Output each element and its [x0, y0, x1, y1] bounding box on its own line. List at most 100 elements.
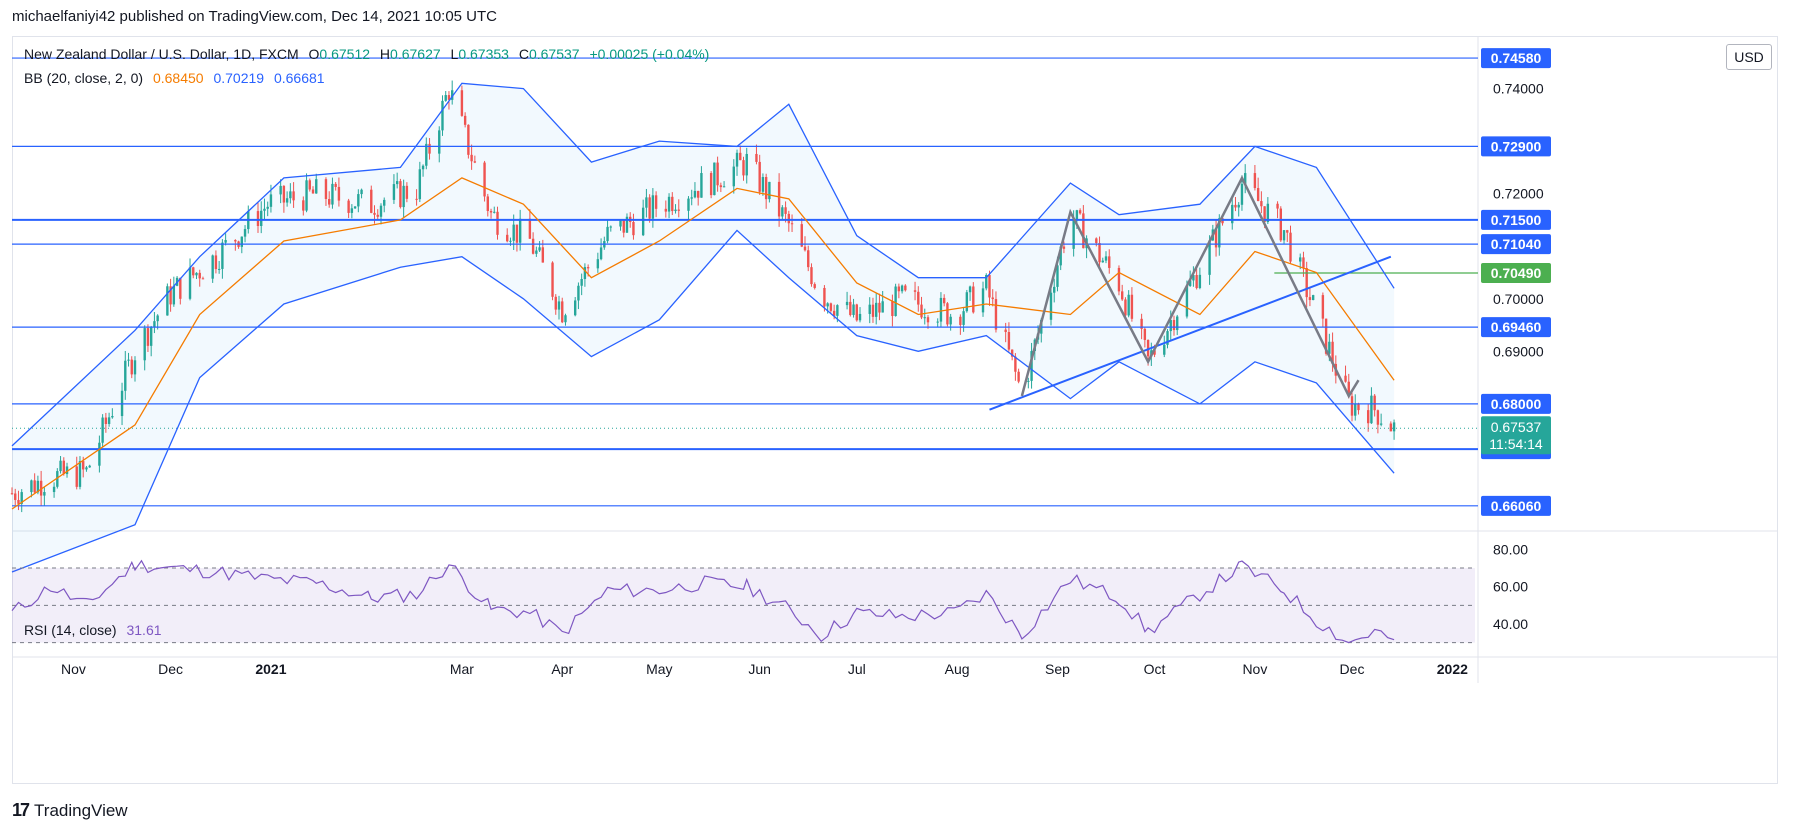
candle-body	[742, 160, 745, 176]
candle-body	[1172, 320, 1176, 331]
candle-body	[418, 169, 422, 200]
candle-body	[379, 205, 383, 217]
level-label-box	[1481, 48, 1551, 69]
time-tick-label: May	[646, 661, 672, 677]
candle-body	[470, 154, 473, 162]
candle-body	[739, 152, 742, 161]
level-label-box	[1481, 393, 1551, 414]
candle-body	[1218, 218, 1221, 248]
candle-body	[1169, 320, 1172, 332]
candle-body	[800, 224, 803, 247]
time-tick-label: 2022	[1437, 661, 1468, 677]
candle-body	[447, 95, 451, 100]
candle-body	[1007, 332, 1011, 350]
rsi-tick-label: 60.00	[1493, 579, 1528, 595]
candle-body	[169, 286, 172, 305]
candle-body	[82, 461, 85, 470]
candle-body	[1392, 422, 1396, 432]
candle-body	[690, 197, 693, 199]
candle-body	[991, 297, 994, 300]
candle-body	[878, 302, 881, 313]
candle-body	[460, 90, 464, 116]
high-label: H0.67627	[379, 46, 441, 62]
candle-body	[1192, 275, 1195, 281]
candle-body	[1075, 210, 1079, 221]
candle-body	[463, 115, 467, 125]
candle-body	[722, 186, 726, 188]
candle-body	[625, 216, 629, 233]
candle-body	[936, 321, 939, 323]
bb-upper-line	[11, 82, 1395, 447]
candle-body	[402, 185, 405, 208]
candle-body	[324, 179, 328, 200]
candle-body	[881, 301, 884, 313]
candle-body	[146, 328, 150, 346]
candle-body	[211, 255, 214, 279]
candle-body	[531, 238, 535, 254]
candle-body	[1208, 240, 1211, 275]
time-axis: Nov Dec 2021 Mar Apr May Jun Jul Aug Sep Oct Nov Dec…	[61, 661, 1468, 677]
candle-body	[39, 480, 43, 496]
candle-body	[1328, 341, 1331, 354]
currency-button[interactable]: USD	[1726, 44, 1772, 70]
candle-body	[758, 161, 761, 192]
candle-body	[1321, 295, 1325, 319]
time-tick-label: Apr	[551, 661, 573, 677]
candle-body	[85, 467, 88, 470]
time-tick-label: Nov	[1242, 661, 1267, 677]
candle-body	[179, 277, 182, 299]
candle-body	[761, 177, 765, 192]
level-label-box	[1481, 317, 1551, 338]
candle-body	[334, 183, 337, 187]
candle-body	[713, 162, 716, 196]
candle-body	[1240, 183, 1244, 205]
candle-body	[350, 208, 354, 213]
candle-body	[399, 181, 402, 208]
candle-body	[337, 186, 341, 201]
candle-body	[289, 191, 292, 199]
time-tick-label: Mar	[450, 661, 474, 677]
candle-body	[1049, 292, 1053, 320]
bb-legend: BB (20, close, 2, 0) 0.68450 0.70219 0.6…	[24, 70, 331, 86]
candle-body	[405, 185, 409, 199]
candle-body	[166, 286, 169, 316]
candle-body	[425, 143, 428, 166]
candle-body	[1299, 257, 1302, 262]
candle-body	[198, 272, 201, 279]
candle-body	[719, 185, 723, 188]
candle-body	[959, 316, 962, 325]
candle-body	[149, 326, 153, 346]
candle-body	[538, 247, 541, 251]
candle-body	[1234, 204, 1237, 208]
level-label-box	[1481, 136, 1551, 157]
chart-frame	[12, 36, 1778, 784]
trendline	[989, 255, 1392, 411]
candle-body	[988, 274, 991, 298]
level-label: 0.72900	[1491, 138, 1542, 154]
candle-body	[764, 177, 768, 200]
candle-body	[1311, 295, 1315, 301]
candle-body	[845, 301, 849, 306]
candle-body	[292, 191, 295, 201]
candle-body	[606, 226, 609, 242]
change-label: +0.00025 (+0.04%)	[589, 46, 710, 62]
candle-body	[946, 303, 949, 325]
candle-body	[1082, 213, 1085, 249]
candle-body	[648, 197, 651, 219]
low-label: L0.67353	[450, 46, 509, 62]
candle-body	[784, 207, 787, 214]
candle-body	[1163, 344, 1166, 355]
candle-body	[192, 267, 195, 276]
candle-body	[370, 189, 373, 213]
candle-body	[693, 190, 697, 198]
candle-body	[486, 196, 489, 212]
candle-body	[904, 285, 907, 291]
candle-body	[1243, 173, 1247, 184]
candle-body	[127, 359, 130, 361]
candle-body	[858, 313, 862, 321]
candle-body	[677, 209, 680, 211]
rsi-tick-label: 40.00	[1493, 616, 1528, 632]
time-tick-label: Nov	[61, 661, 86, 677]
candle-body	[807, 250, 810, 268]
